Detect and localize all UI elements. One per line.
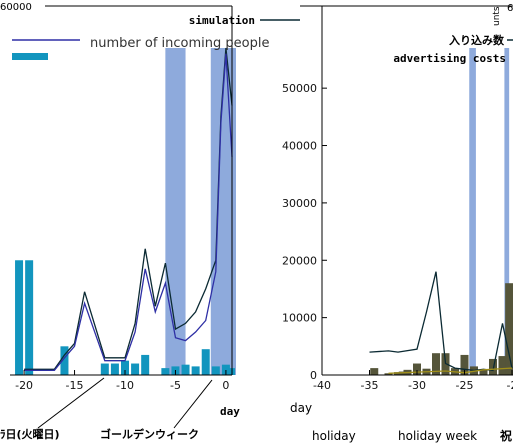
legend: simulation number of incoming people 入り込… [12, 3, 513, 65]
bar-0-2-7 [141, 354, 150, 375]
bar-1-1-10 [460, 354, 469, 375]
bar-1-1-1 [384, 373, 393, 375]
right-highlight-bands [469, 48, 510, 375]
bar-1-1-14 [498, 356, 507, 375]
annotations: ﾗ日(火曜日) ゴールデンウィーク holiday holiday week 祝 [0, 377, 512, 443]
bar-0-2-15 [226, 368, 235, 375]
y-tick-label-1-2: 20000 [282, 254, 317, 267]
bar-0-2-11 [191, 366, 200, 375]
golden-week-annotation: ゴールデンウィーク [100, 427, 199, 441]
line-1-2 [388, 367, 513, 374]
left-date-pointer [37, 377, 105, 429]
left-bars [15, 260, 235, 375]
bar-0-2-5 [121, 360, 129, 375]
bar-0-2-10 [181, 364, 190, 375]
line-0-0 [24, 47, 233, 370]
bar-1-1-2 [394, 372, 402, 375]
x-tick-label-0-1: -15 [66, 379, 84, 392]
right-axis-tick-label: 6 [507, 3, 513, 14]
line-1-0 [369, 271, 513, 372]
left-x-ticks: -20 -15 -10 -5 0 [15, 370, 229, 392]
bar-1-1-13 [489, 358, 497, 375]
bar-0-2-1 [25, 260, 34, 375]
legend-bar-swatch [12, 53, 48, 60]
legend-simulation-label: simulation [189, 14, 255, 27]
bar-0-2-14 [221, 364, 230, 375]
left-x-axis-label: day [220, 405, 240, 418]
y-tick-label-1-5: 50000 [282, 82, 317, 95]
bar-0-2-4 [110, 363, 119, 375]
legend-advertising-label: advertising costs [393, 52, 506, 65]
bar-0-2-8 [161, 368, 170, 375]
right-y-ticks: 0 10000 20000 30000 40000 50000 [282, 82, 327, 382]
y-tick-label-1-4: 40000 [282, 140, 317, 153]
x-tick-label-1-0: -40 [313, 379, 331, 392]
holiday-week-annotation: holiday week [398, 429, 477, 443]
golden-week-pointer [173, 379, 213, 429]
legend-jp-incoming-label: 入り込み数 [449, 33, 505, 47]
bar-1-1-5 [413, 363, 421, 375]
left-panel: -20 -15 -10 -5 0 60000 day [0, 2, 240, 418]
left-date-annotation: ﾗ日(火曜日) [0, 428, 60, 441]
y-tick-label-1-0: 0 [310, 369, 317, 382]
left-top-cut-label: 60000 [0, 2, 32, 13]
bar-0-2-6 [131, 363, 140, 375]
y-tick-label-1-1: 10000 [282, 312, 317, 325]
holiday-annotation: holiday [312, 429, 356, 443]
bar-1-1-15 [505, 283, 513, 375]
legend-counts-axis-label: unts [492, 6, 502, 26]
bar-1-1-0 [370, 368, 379, 375]
x-tick-label-0-4: 0 [222, 379, 229, 392]
bar-0-2-12 [201, 349, 210, 375]
x-tick-label-1-1: -35 [361, 379, 379, 392]
highlight-band-1-0 [504, 48, 510, 375]
y-tick-label-1-3: 30000 [282, 197, 317, 210]
bar-0-2-3 [100, 363, 109, 375]
bar-1-1-7 [432, 353, 440, 375]
x-tick-label-0-0: -20 [15, 379, 33, 392]
bar-0-2-0 [15, 260, 24, 375]
x-tick-label-1-4: -2 [507, 379, 513, 392]
right-panel: -40 -35 -30 -25 -2 0 10000 20000 30000 40000 5000… [282, 5, 513, 415]
x-tick-label-1-2: -30 [408, 379, 426, 392]
line-0-1 [24, 53, 233, 372]
x-tick-label-1-3: -25 [456, 379, 474, 392]
bar-0-2-2 [60, 346, 69, 375]
right-lines [369, 271, 513, 374]
highlight-band-1-1 [469, 48, 476, 375]
left-lines [24, 47, 233, 372]
x-tick-label-0-2: -10 [116, 379, 134, 392]
bar-1-1-12 [479, 369, 488, 375]
legend-incoming-label: number of incoming people [90, 36, 269, 51]
x-tick-label-0-3: -5 [170, 379, 181, 392]
bar-0-2-13 [211, 366, 220, 375]
trailing-annotation: 祝 [500, 428, 512, 443]
right-x-axis-label: day [290, 401, 312, 415]
right-x-ticks: -40 -35 -30 -25 -2 [313, 370, 513, 392]
